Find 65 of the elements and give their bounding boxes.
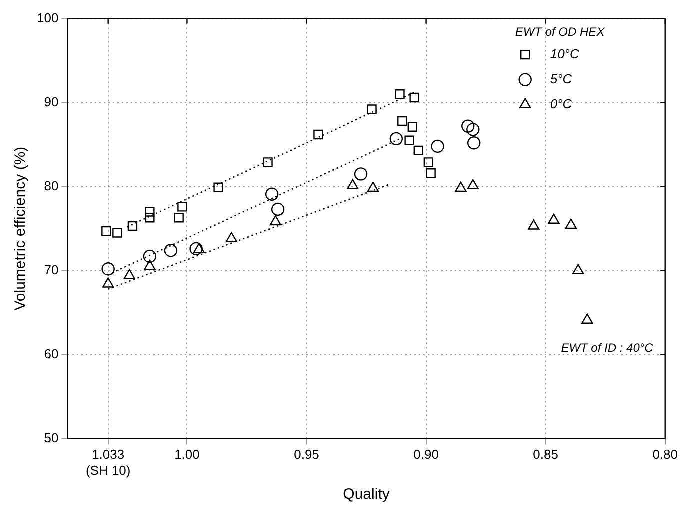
legend-title: EWT of OD HEX [515,25,606,40]
point [398,116,408,126]
x-tick-label: 1.033 (SH 10) [86,447,131,478]
legend-label: 10°C [550,46,580,62]
point [347,179,359,190]
x-axis-title: Quality [343,486,390,504]
point [178,202,188,212]
point [271,202,285,216]
point [414,146,424,156]
point [395,90,405,100]
point [426,168,436,178]
point [548,214,560,224]
y-tick-label: 80 [44,178,59,194]
point [164,244,178,258]
point [354,168,368,181]
point [193,243,205,254]
point [431,140,444,154]
point [466,123,480,136]
point [145,207,155,217]
legend-label: 0°C [550,96,573,112]
point [128,221,138,232]
point [367,182,380,192]
point [174,213,184,223]
point [367,104,377,114]
point [462,120,475,133]
point [528,220,540,230]
y-tick-label: 90 [44,94,59,110]
point [124,269,136,280]
legend-label: 5°C [550,71,573,86]
point [408,122,418,132]
point [467,179,479,190]
point [265,188,279,201]
point [455,182,467,192]
point [390,132,404,146]
point [145,213,155,223]
y-tick-label: 60 [44,346,59,362]
point [102,278,114,288]
point [112,228,122,238]
point [572,264,584,274]
point [314,130,324,140]
point [263,158,273,168]
point [582,314,594,324]
point [270,215,282,226]
annotation: EWT of ID : 40°C [561,341,654,356]
point [214,182,224,192]
point [226,232,238,242]
point [424,158,434,168]
y-tick-label: 100 [36,10,59,26]
x-tick-label: 0.80 [652,447,678,462]
point [102,226,112,236]
point [410,92,420,103]
y-axis-title: Volumetric efficiency (%) [12,146,30,311]
x-tick-label: 0.85 [533,447,558,462]
x-tick-label: 0.95 [294,447,320,462]
y-tick-label: 70 [44,262,59,278]
x-tick-label: 0.90 [414,447,439,462]
point [468,136,481,150]
point [102,262,115,276]
point [143,250,157,264]
y-tick-label: 50 [44,430,59,446]
point [565,218,577,230]
x-tick-label: 1.00 [174,447,200,462]
point [190,242,203,256]
point [404,136,414,146]
point [144,260,156,270]
